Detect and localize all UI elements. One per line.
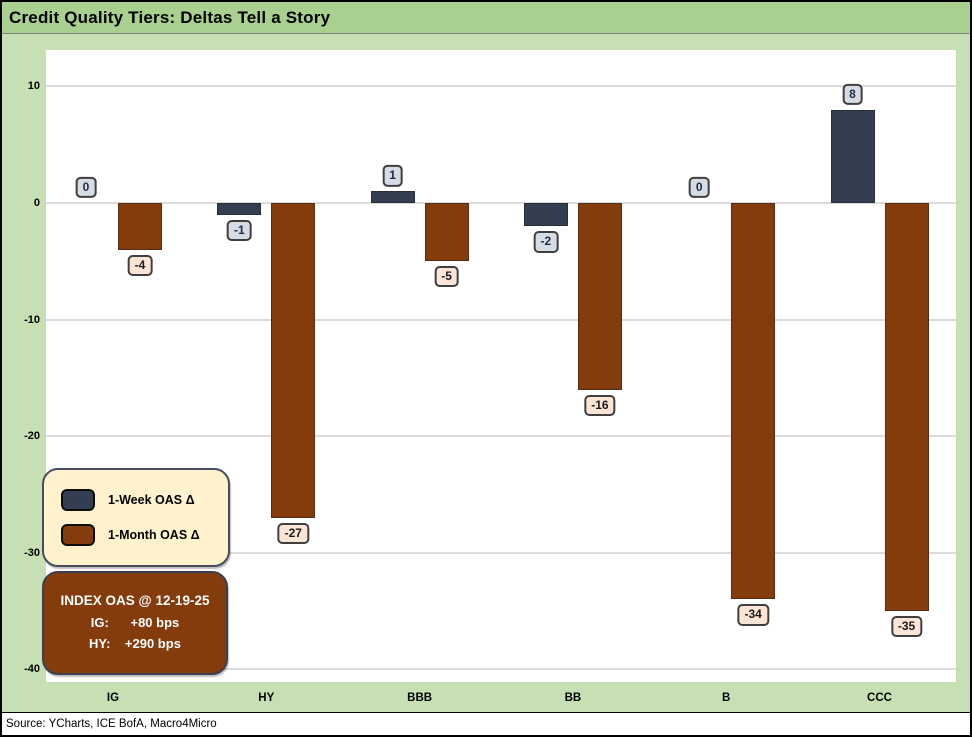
y-axis-tick: -20 (24, 430, 40, 443)
bar-week-bb (523, 203, 568, 227)
bar-month-bbb (424, 203, 469, 262)
gridline (46, 668, 956, 671)
source-text: Source: YCharts, ICE BofA, Macro4Micro (6, 718, 217, 730)
x-axis-label-b: B (722, 692, 731, 704)
gridline (46, 435, 956, 438)
y-axis-tick: -30 (24, 546, 40, 559)
value-label-week-ccc: 8 (842, 83, 863, 105)
chart-title: Credit Quality Tiers: Deltas Tell a Stor… (9, 7, 331, 27)
legend-item-week: 1-Week OAS Δ (44, 489, 228, 511)
value-label-week-hy: -1 (226, 219, 252, 241)
value-label-week-ig: 0 (75, 176, 97, 198)
bar-month-b (731, 203, 776, 600)
gridline (46, 85, 956, 88)
gridline (46, 318, 956, 321)
x-axis-label-hy: HY (258, 692, 275, 704)
legend-item-month: 1-Month OAS Δ (44, 524, 228, 546)
x-axis-label-ccc: CCC (867, 692, 892, 704)
value-label-month-bbb: -5 (434, 266, 459, 288)
info-box-title: INDEX OAS @ 12-19-25 (60, 593, 210, 609)
bar-month-bb (577, 203, 622, 390)
y-axis-tick: 0 (33, 197, 40, 209)
legend-swatch-month (61, 524, 95, 546)
legend-swatch-week (61, 489, 95, 511)
value-label-month-ccc: -35 (890, 616, 923, 638)
value-label-week-bbb: 1 (382, 165, 403, 187)
bar-week-ccc (830, 109, 875, 203)
chart-title-bar: Credit Quality Tiers: Deltas Tell a Stor… (2, 2, 970, 34)
y-axis-tick: -10 (24, 313, 40, 326)
legend-label: 1-Week OAS Δ (108, 493, 195, 507)
value-label-month-ig: -4 (127, 254, 153, 276)
index-oas-info-box: INDEX OAS @ 12-19-25 IG: +80 bps HY: +290 … (42, 571, 228, 675)
x-axis-label-bb: BB (564, 692, 582, 704)
bar-week-hy (217, 203, 262, 215)
x-axis-label-ig: IG (106, 692, 120, 704)
legend-box: 1-Week OAS Δ 1-Month OAS Δ (42, 468, 230, 567)
bar-month-hy (271, 203, 316, 518)
value-label-month-b: -34 (737, 604, 769, 626)
value-label-week-bb: -2 (533, 231, 559, 253)
y-axis-tick: 10 (27, 80, 40, 93)
value-label-month-hy: -27 (277, 522, 309, 544)
legend-label: 1-Month OAS Δ (108, 528, 200, 542)
bar-month-ig (118, 203, 162, 250)
bar-month-ccc (884, 203, 929, 612)
gridline (46, 202, 956, 204)
value-label-week-b: 0 (688, 176, 710, 198)
x-axis-label-bbb: BBB (407, 692, 433, 704)
y-axis-tick: -40 (24, 663, 40, 676)
bar-week-bbb (370, 191, 415, 203)
source-bar: Source: YCharts, ICE BofA, Macro4Micro (2, 712, 970, 735)
info-box-line: IG: +80 bps (90, 615, 180, 631)
gridline (46, 551, 956, 554)
info-box-line: HY: +290 bps (89, 636, 181, 652)
value-label-month-bb: -16 (584, 394, 616, 416)
